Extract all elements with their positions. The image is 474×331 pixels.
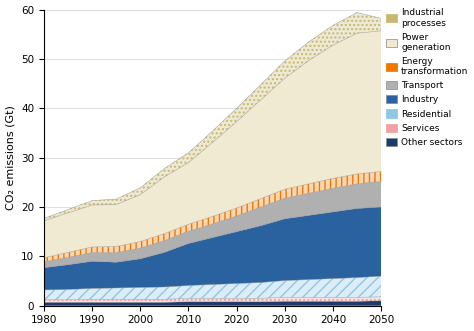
- Y-axis label: CO₂ emissions (Gt): CO₂ emissions (Gt): [6, 105, 16, 210]
- Legend: Industrial
processes, Power
generation, Energy
transformation, Transport, Indust: Industrial processes, Power generation, …: [386, 8, 468, 147]
